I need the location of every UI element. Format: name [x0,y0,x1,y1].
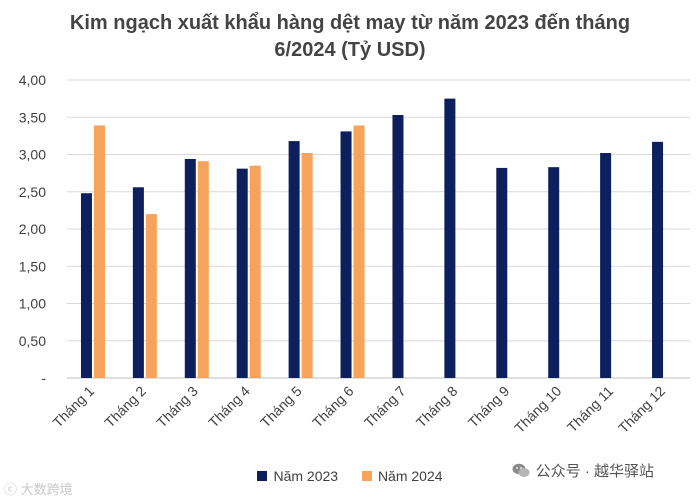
bar-năm-2023-10 [548,167,560,378]
bar-năm-2024-4 [249,165,261,378]
legend-label-2024: Năm 2024 [377,468,443,484]
x-tick-label: Tháng 3 [153,383,201,431]
legend: Năm 2023 Năm 2024 [0,468,700,484]
x-tick-label: Tháng 5 [257,383,305,431]
bar-năm-2024-5 [301,153,313,378]
x-tick-label: Tháng 1 [49,383,97,431]
legend-label-2023: Năm 2023 [273,468,339,484]
x-tick-label: Tháng 12 [615,383,668,436]
x-tick-label: Tháng 9 [465,383,513,431]
bar-năm-2023-6 [340,131,352,378]
chart-title-line-2: 6/2024 (Tỷ USD) [274,39,426,61]
x-tick-label: Tháng 2 [101,383,149,431]
y-tick-label: 2,50 [19,184,46,200]
x-tick-label: Tháng 8 [413,383,461,431]
bar-năm-2023-8 [444,98,456,378]
y-tick-label: 3,00 [19,147,46,163]
chart-title-line-1: Kim ngạch xuất khẩu hàng dệt may từ năm … [69,12,631,34]
bar-năm-2024-6 [353,125,365,378]
bar-năm-2023-3 [184,158,196,378]
bar-năm-2023-12 [652,141,664,378]
legend-swatch-2024 [361,471,372,481]
bar-năm-2023-11 [600,153,612,378]
bar-năm-2024-3 [197,161,209,378]
x-tick-label: Tháng 10 [511,383,564,436]
legend-swatch-2023 [257,471,268,481]
watermark-right: 公众号 · 越华驿站 [512,460,654,481]
x-tick-label: Tháng 7 [361,383,409,431]
x-tick-label: Tháng 6 [309,383,357,431]
bar-năm-2023-7 [392,115,404,378]
wechat-icon [512,463,530,477]
bar-năm-2024-2 [145,214,157,378]
watermark-right-text: 公众号 · 越华驿站 [535,463,654,480]
bar-năm-2023-4 [236,168,248,378]
x-tick-label: Tháng 4 [205,383,253,431]
y-tick-label: - [41,370,46,386]
y-tick-label: 4,00 [19,72,46,88]
chart-title: Kim ngạch xuất khẩu hàng dệt may từ năm … [0,10,700,64]
watermark-left: ⓒ 大数跨境 [4,482,73,497]
x-tick-label: Tháng 11 [564,383,617,436]
y-tick-label: 1,50 [19,258,46,274]
legend-item-2023: Năm 2023 [257,468,338,484]
y-tick-label: 3,50 [19,109,46,125]
legend-item-2024: Năm 2024 [361,468,443,484]
bar-năm-2023-5 [288,141,300,378]
y-tick-label: 1,00 [19,296,46,312]
y-tick-label: 0,50 [19,333,46,349]
bar-năm-2023-2 [132,187,144,378]
y-tick-label: 2,00 [19,221,46,237]
bar-năm-2023-9 [496,167,508,378]
bar-năm-2024-1 [93,125,105,378]
bar-năm-2023-1 [80,193,92,378]
